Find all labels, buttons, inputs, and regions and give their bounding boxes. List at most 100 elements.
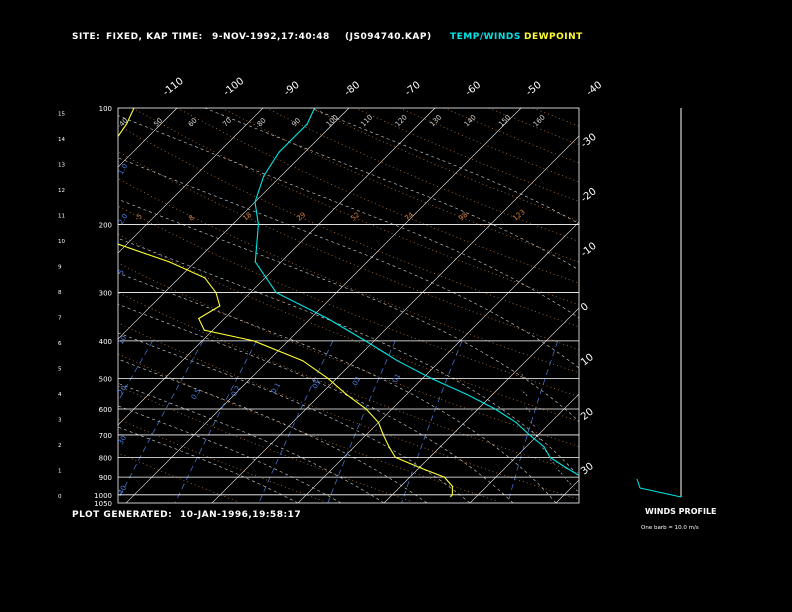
dewpoint-profile-point [302,360,304,362]
wind-barb-staff [639,487,682,498]
dry-adiabat-line [118,322,579,500]
mixing-ratio-line [118,340,204,501]
moist-adiabat-line [118,332,471,503]
dewpoint-profile-line [118,108,453,497]
dry-adiabat-label: 52 [349,211,361,223]
plot-generated-value: 10-JAN-1996,19:58:17 [180,510,302,520]
site-label: SITE: [72,32,101,42]
wind-barb [540,445,547,453]
height-tick-label: 12 [58,188,65,194]
temperature-profile-point [494,408,496,410]
dewpoint-profile-point [126,123,128,125]
wind-barb [528,420,535,427]
isotherm-line [383,307,579,503]
temperature-profile-point [275,292,277,294]
isotherm-top-label: -40 [585,80,605,99]
dry-adiabat-line [132,108,579,306]
mixing-ratio-label: 20 [117,384,128,396]
temperature-profile-point [430,377,432,379]
dry-adiabat-line [118,418,325,502]
mixing-ratio-label: 30 [117,434,128,446]
wind-barb [524,405,531,413]
moist-adiabat-line [310,108,579,224]
pressure-tick-label: 400 [99,338,112,346]
height-tick-label: 13 [58,163,65,169]
isotherm-top-label: -70 [403,80,423,99]
pressure-tick-label: 500 [99,375,112,383]
mixing-ratio-line [0,341,47,503]
dewpoint-profile-point [215,292,217,294]
dry-adiabat-label: 74 [403,210,415,222]
moist-adiabat-label: 70 [221,116,233,128]
wind-barb [556,468,563,475]
mixing-ratio-line [258,340,334,503]
height-tick-label: 5 [58,367,62,373]
mixing-ratio-line [690,341,721,503]
mixing-ratio-label: .02 [350,375,362,389]
temperature-profile-point [581,477,582,478]
wind-barb [520,389,528,397]
height-tick-label: 1 [58,469,62,475]
temperature-profile-point [543,445,545,448]
dewpoint-profile-point [388,445,390,448]
moist-adiabat-label: 100 [325,113,340,128]
moist-adiabat-line [118,382,385,503]
isotherm-right-label: 30 [579,461,596,478]
mixing-ratio-label: .01 [390,372,402,386]
dewpoint-profile-point [443,476,445,478]
moist-adiabat-line [118,115,579,319]
pressure-tick-label: 900 [99,474,112,482]
height-tick-label: 9 [58,265,62,271]
dewpoint-profile-point [382,434,384,436]
isotherm-top-label: -110 [161,76,186,99]
dewpoint-profile-point [219,305,221,307]
temperature-profile-point [549,456,551,458]
temperature-profile-point [605,496,606,497]
height-tick-label: 6 [58,341,62,347]
dewpoint-profile-point [450,495,452,498]
moist-adiabat-line [118,272,557,503]
height-tick-label: 15 [58,112,65,118]
mixing-ratio-label: 2.0 [117,212,129,226]
dry-adiabat-line [118,353,499,502]
temperature-profile-point [257,223,259,225]
pressure-tick-label: 100 [99,105,112,113]
moist-adiabat-line [118,237,579,478]
moist-adiabat-label: 80 [256,116,268,128]
height-tick-label: 4 [58,392,62,398]
winds-profile: WINDS PROFILE One barb = 10.0 m/s [636,108,717,531]
moist-adiabat-label: 120 [394,113,409,128]
mixing-ratio-label: 0.1 [270,381,282,395]
height-tick-label: 14 [58,137,65,143]
isotherm-line [118,108,350,340]
pressure-tick-label: 1050 [94,500,112,508]
dewpoint-profile-point [107,152,108,153]
time-value: 9-NOV-1992,17:40:48 [212,32,330,42]
isotherm-line [125,108,522,503]
moist-adiabat-label: 130 [428,113,443,128]
time-label: TIME: [172,32,203,42]
height-tick-label: 10 [58,239,65,245]
mixing-ratio-line [401,340,463,503]
wind-barb [547,457,555,464]
dry-adiabat-label: 123 [511,208,526,223]
temperature-profile-point [327,317,329,320]
moist-adiabat-label: 90 [290,116,302,128]
isotherm-right-label: -10 [579,241,599,260]
dewpoint-profile-point [345,393,347,395]
isotherm-right-label: 0 [579,301,591,314]
moist-adiabat-line [118,198,579,422]
height-tick-label: 7 [58,316,62,322]
moist-adiabat-line [118,303,514,503]
height-tick-label: 3 [58,418,62,424]
dewpoint-profile-point [253,340,255,342]
isotherm-right-label: 10 [579,352,596,369]
temperature-profile-point [263,175,265,177]
background-lines [0,108,721,503]
temperature-profile-point [396,360,398,362]
isotherm-top-label: -50 [524,80,544,99]
file-id: (JS094740.KAP) [345,32,432,42]
isotherm-top-label: -90 [282,80,302,99]
dry-adiabat-line [399,108,579,183]
